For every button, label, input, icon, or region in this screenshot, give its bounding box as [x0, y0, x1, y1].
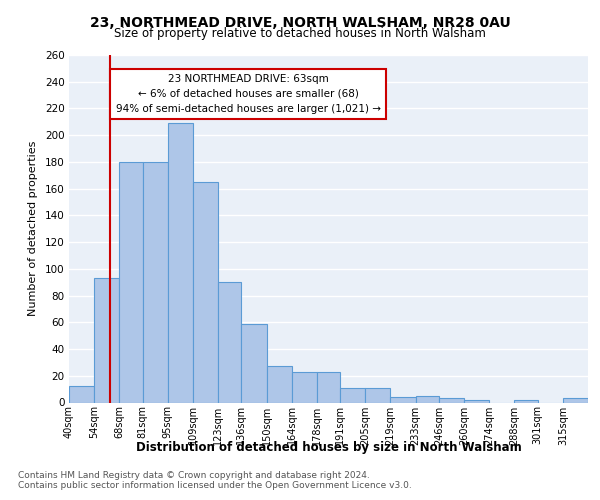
Text: Size of property relative to detached houses in North Walsham: Size of property relative to detached ho…	[114, 27, 486, 40]
Bar	[266, 366, 292, 402]
Bar	[292, 372, 317, 402]
Text: Distribution of detached houses by size in North Walsham: Distribution of detached houses by size …	[136, 441, 521, 454]
Bar	[340, 388, 365, 402]
Bar	[365, 388, 391, 402]
Bar	[464, 400, 489, 402]
Bar	[218, 282, 241, 403]
Bar	[69, 386, 94, 402]
Bar	[317, 372, 340, 402]
Bar	[439, 398, 464, 402]
Bar	[563, 398, 588, 402]
Bar	[143, 162, 168, 402]
Text: 23 NORTHMEAD DRIVE: 63sqm
← 6% of detached houses are smaller (68)
94% of semi-d: 23 NORTHMEAD DRIVE: 63sqm ← 6% of detach…	[116, 74, 380, 114]
Bar	[514, 400, 538, 402]
Bar	[168, 123, 193, 402]
Y-axis label: Number of detached properties: Number of detached properties	[28, 141, 38, 316]
Bar	[391, 397, 416, 402]
Text: Contains public sector information licensed under the Open Government Licence v3: Contains public sector information licen…	[18, 481, 412, 490]
Text: 23, NORTHMEAD DRIVE, NORTH WALSHAM, NR28 0AU: 23, NORTHMEAD DRIVE, NORTH WALSHAM, NR28…	[89, 16, 511, 30]
Bar	[119, 162, 143, 402]
Bar	[94, 278, 119, 402]
Bar	[193, 182, 218, 402]
Bar	[241, 324, 266, 402]
Text: Contains HM Land Registry data © Crown copyright and database right 2024.: Contains HM Land Registry data © Crown c…	[18, 471, 370, 480]
Bar	[416, 396, 439, 402]
